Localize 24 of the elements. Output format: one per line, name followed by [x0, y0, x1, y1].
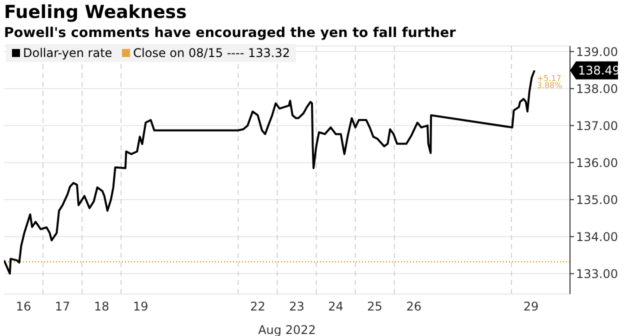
x-tick-label: 24	[328, 300, 344, 314]
y-tick-label: 136.00	[576, 156, 618, 170]
x-tick-label: 29	[523, 300, 539, 314]
y-tick-label: 139.00	[576, 44, 618, 59]
x-tick-label: 26	[406, 300, 422, 314]
x-tick-label: 25	[367, 300, 382, 314]
x-tick-label: 16	[16, 300, 32, 314]
legend-label: Close on 08/15 ---- 133.32	[133, 46, 290, 60]
legend-label: Dollar-yen rate	[23, 46, 112, 60]
y-tick-label: 137.00	[576, 118, 618, 133]
y-tick-label: 138.00	[576, 82, 618, 96]
y-tick-label: 133.00	[576, 266, 618, 281]
annotation: 3.88%	[536, 81, 563, 90]
y-tick-label: 135.00	[576, 192, 618, 207]
line-series	[4, 69, 536, 275]
x-tick-label: 23	[289, 300, 304, 314]
x-tick-label: 22	[250, 300, 266, 314]
x-tick-label: 18	[94, 300, 110, 314]
chart-subtitle: Powell's comments have encouraged the yen to fall further	[3, 24, 457, 42]
chart-title: Fueling Weakness	[3, 1, 188, 24]
x-tick-label: 19	[132, 300, 148, 314]
annotation: +5.17	[536, 74, 562, 83]
y-tick-label: 134.00	[576, 230, 618, 244]
x-tick-label: 17	[54, 300, 70, 314]
